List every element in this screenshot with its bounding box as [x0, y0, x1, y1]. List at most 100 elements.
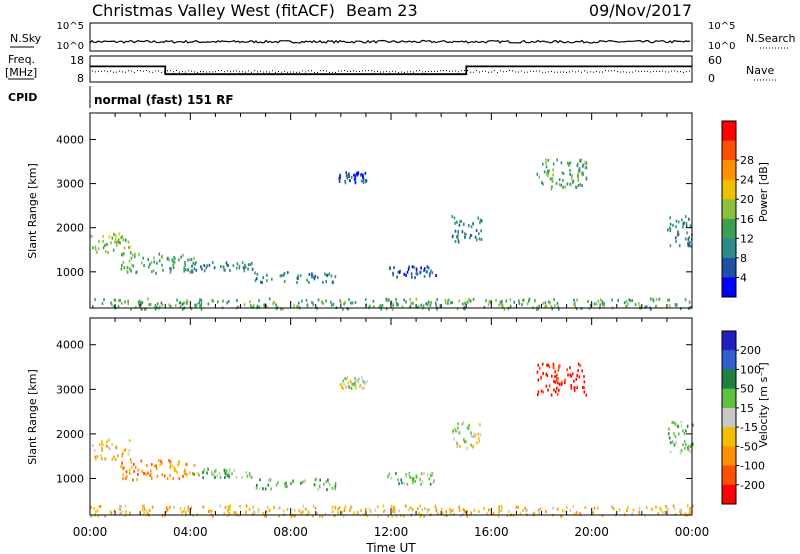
nave-point	[443, 70, 444, 72]
range-cell	[121, 510, 124, 514]
range-cell	[561, 509, 564, 513]
range-cell	[140, 261, 143, 265]
range-cell	[351, 382, 354, 386]
range-cell	[271, 277, 273, 281]
range-cell	[142, 256, 144, 260]
range-cell	[263, 303, 265, 307]
range-cell	[225, 261, 228, 265]
range-cell	[201, 267, 203, 271]
nave-point	[587, 71, 588, 73]
range-cell	[138, 303, 141, 307]
range-cell	[558, 388, 560, 392]
range-cell	[248, 472, 251, 476]
colorbar-tick-label: -50	[740, 440, 758, 453]
range-cell	[403, 272, 406, 276]
range-cell	[143, 511, 145, 515]
range-cell	[572, 504, 575, 508]
range-cell	[552, 506, 554, 510]
range-cell	[669, 244, 672, 248]
range-cell	[151, 463, 153, 466]
range-cell	[232, 264, 235, 268]
range-cell	[570, 176, 573, 180]
range-cell	[483, 506, 485, 510]
range-cell	[228, 475, 230, 479]
range-cell	[243, 266, 245, 270]
nave-point	[491, 71, 492, 73]
range-cell	[205, 266, 208, 270]
range-cell	[119, 241, 122, 245]
range-cell	[280, 307, 282, 311]
range-cell	[518, 299, 520, 303]
range-cell	[345, 171, 347, 175]
nave-point	[191, 70, 192, 72]
range-cell	[141, 508, 144, 512]
range-cell	[677, 424, 679, 428]
range-cell	[452, 430, 454, 434]
range-cell	[241, 476, 243, 480]
range-cell	[456, 441, 458, 445]
range-cell	[464, 235, 466, 239]
range-cell	[105, 457, 107, 461]
range-cell	[194, 303, 196, 307]
range-cell	[331, 486, 334, 490]
range-cell	[432, 481, 435, 485]
range-cell	[93, 507, 96, 510]
nave-point	[437, 70, 438, 72]
range-cell	[340, 301, 342, 305]
range-cell	[575, 377, 578, 381]
range-cell	[492, 511, 495, 515]
range-cell	[453, 512, 455, 516]
range-cell	[462, 508, 465, 512]
colorbar-segment	[722, 465, 736, 486]
nave-point	[386, 71, 387, 73]
range-cell	[199, 298, 201, 302]
range-cell	[466, 511, 468, 515]
range-cell	[173, 466, 176, 470]
range-cell	[265, 510, 268, 514]
nave-point	[446, 70, 447, 72]
range-cell	[657, 512, 660, 516]
range-cell	[427, 303, 429, 307]
range-cell	[293, 514, 296, 518]
range-cell	[117, 305, 120, 309]
range-cell	[129, 458, 132, 461]
range-cell	[547, 170, 550, 174]
range-cell	[464, 307, 466, 311]
range-cell	[227, 505, 229, 509]
range-cell	[140, 302, 142, 306]
nave-point	[509, 70, 510, 72]
range-cell	[185, 510, 187, 514]
range-cell	[188, 508, 190, 512]
range-cell	[545, 372, 548, 376]
nave-point	[323, 70, 324, 72]
nave-point	[92, 70, 93, 72]
range-cell	[581, 369, 583, 373]
range-cell	[264, 487, 267, 491]
range-cell	[104, 514, 106, 518]
range-cell	[675, 239, 677, 243]
nave-point	[593, 71, 594, 73]
range-cell	[508, 510, 510, 513]
x-tick-label: 00:00	[675, 525, 710, 539]
range-cell	[675, 225, 677, 229]
range-cell	[156, 474, 159, 478]
range-cell	[300, 511, 302, 515]
range-cell	[382, 510, 385, 514]
range-cell	[579, 183, 581, 187]
range-cell	[273, 300, 275, 304]
colorbar-segment	[722, 121, 736, 142]
range-cell	[689, 240, 691, 244]
range-cell	[122, 473, 124, 477]
range-cell	[461, 423, 463, 426]
range-cell	[363, 380, 365, 384]
range-cell	[472, 222, 474, 226]
range-cell	[325, 280, 327, 284]
range-cell	[92, 246, 94, 250]
range-cell	[675, 219, 678, 223]
range-cell	[668, 427, 670, 431]
range-cell	[354, 381, 357, 384]
range-cell	[258, 299, 260, 303]
range-cell	[446, 514, 449, 518]
